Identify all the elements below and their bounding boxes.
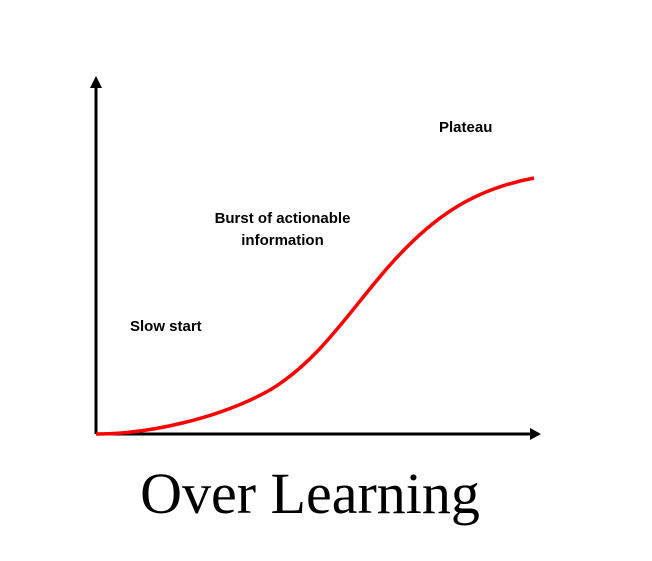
x-axis-arrow [530, 428, 541, 440]
burst-label-line1: Burst of actionable [214, 210, 351, 227]
diagram-title: Over Learning [140, 461, 480, 526]
plateau-label: Plateau [439, 119, 493, 136]
burst-label-line2: information [241, 232, 324, 249]
y-axis-arrow [90, 76, 102, 88]
slow-start-label: Slow start [130, 318, 202, 335]
s-curve [95, 176, 535, 436]
burst-label: Burst of actionable information [200, 208, 365, 252]
